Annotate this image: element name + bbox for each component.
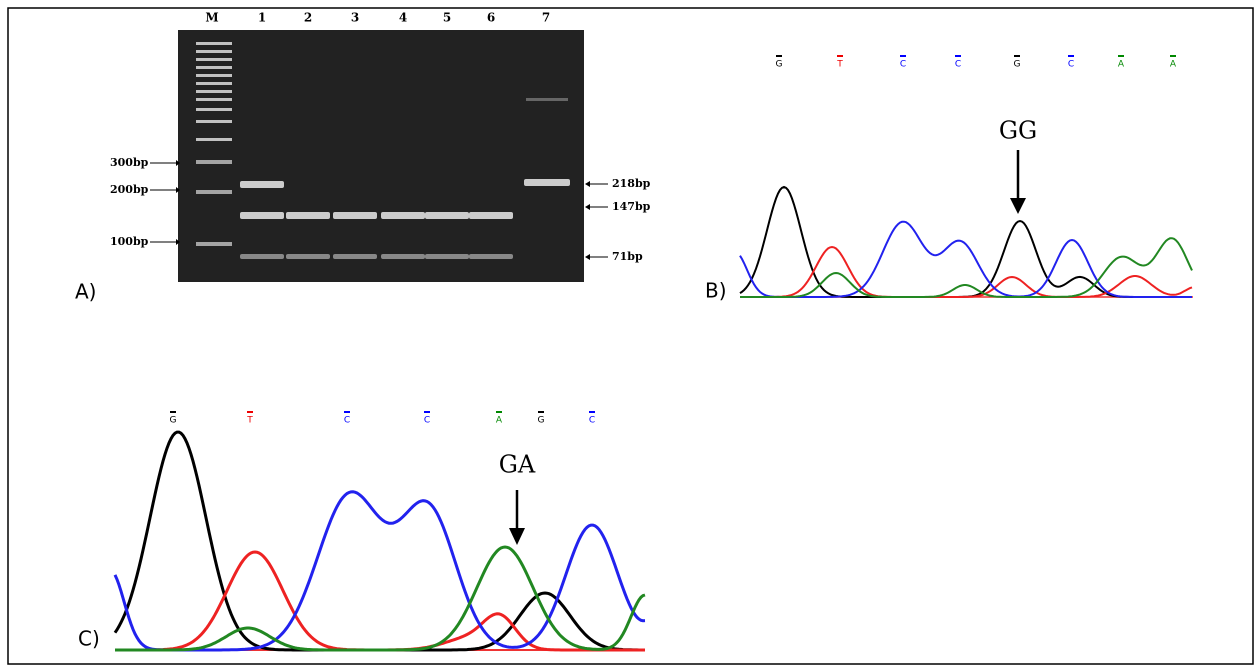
gel <box>178 30 584 282</box>
lane-label: 1 <box>258 11 266 25</box>
trace <box>115 547 645 650</box>
base-call: A <box>496 416 503 426</box>
base-call: G <box>170 416 177 426</box>
base-tick <box>496 411 502 413</box>
arrow-head <box>509 528 525 545</box>
band <box>333 212 377 219</box>
base-call: G <box>776 60 783 70</box>
band <box>425 212 469 219</box>
ladder-band <box>196 160 232 164</box>
base-tick <box>344 411 350 413</box>
marker-arrow-head <box>585 254 590 260</box>
band <box>469 254 513 259</box>
marker-arrow-head <box>585 204 590 210</box>
lane-label: 4 <box>399 11 407 25</box>
panel-label: A) <box>75 280 96 304</box>
band <box>469 212 513 219</box>
ladder-band <box>196 58 232 61</box>
base-call: A <box>1170 60 1177 70</box>
ladder-band <box>196 120 232 123</box>
ladder-band <box>196 82 232 85</box>
size-marker: 300bp <box>110 156 149 169</box>
ladder-band <box>196 90 232 93</box>
base-call: T <box>246 416 253 426</box>
band <box>381 212 425 219</box>
size-marker: 200bp <box>110 183 149 196</box>
base-call: C <box>589 416 595 426</box>
trace <box>740 238 1192 297</box>
figure: A) B) C) GG GA M1234567300bp200bp100bp21… <box>0 0 1260 669</box>
lane-label: 2 <box>304 11 312 25</box>
base-tick <box>900 55 906 57</box>
size-marker: 147bp <box>612 200 651 213</box>
ladder-band <box>196 74 232 77</box>
band <box>526 98 568 101</box>
panel-label: C) <box>78 627 100 651</box>
lane-label: 3 <box>351 11 359 25</box>
ladder-band <box>196 50 232 53</box>
base-tick <box>538 411 544 413</box>
base-call: C <box>955 60 961 70</box>
band <box>333 254 377 259</box>
ladder-band <box>196 190 232 194</box>
band <box>240 212 284 219</box>
base-tick <box>1014 55 1020 57</box>
base-tick <box>170 411 176 413</box>
base-tick <box>955 55 961 57</box>
ladder-band <box>196 66 232 69</box>
ladder-band <box>196 138 232 141</box>
ladder-band <box>196 108 232 111</box>
base-tick <box>1118 55 1124 57</box>
base-call: T <box>836 60 843 70</box>
arrow-head <box>1010 198 1026 214</box>
base-call: C <box>1068 60 1074 70</box>
marker-arrow-head <box>585 181 590 187</box>
lane-label: 6 <box>487 11 495 25</box>
size-marker: 71bp <box>612 250 643 263</box>
lane-label: 5 <box>443 11 451 25</box>
base-tick <box>776 55 782 57</box>
ladder-band <box>196 98 232 101</box>
band <box>381 254 425 259</box>
size-marker: 218bp <box>612 177 651 190</box>
base-call: C <box>424 416 430 426</box>
base-call: G <box>538 416 545 426</box>
band <box>524 179 570 186</box>
base-tick <box>1068 55 1074 57</box>
base-tick <box>589 411 595 413</box>
trace <box>115 492 645 650</box>
trace <box>115 552 645 650</box>
base-tick <box>1170 55 1176 57</box>
base-call: G <box>1014 60 1021 70</box>
ladder-band <box>196 42 232 45</box>
ladder-band <box>196 242 232 246</box>
band <box>240 181 284 188</box>
base-call: C <box>900 60 906 70</box>
panel-label: B) <box>705 279 727 303</box>
base-tick <box>424 411 430 413</box>
base-call: A <box>1118 60 1125 70</box>
base-tick <box>247 411 253 413</box>
lane-label: M <box>205 11 218 25</box>
base-call: C <box>344 416 350 426</box>
band <box>240 254 284 259</box>
band <box>286 212 330 219</box>
size-marker: 100bp <box>110 235 149 248</box>
genotype: GG <box>999 117 1037 145</box>
band <box>425 254 469 259</box>
band <box>286 254 330 259</box>
base-tick <box>837 55 843 57</box>
lane-label: 7 <box>542 11 550 25</box>
genotype: GA <box>499 451 536 479</box>
trace <box>115 432 645 650</box>
